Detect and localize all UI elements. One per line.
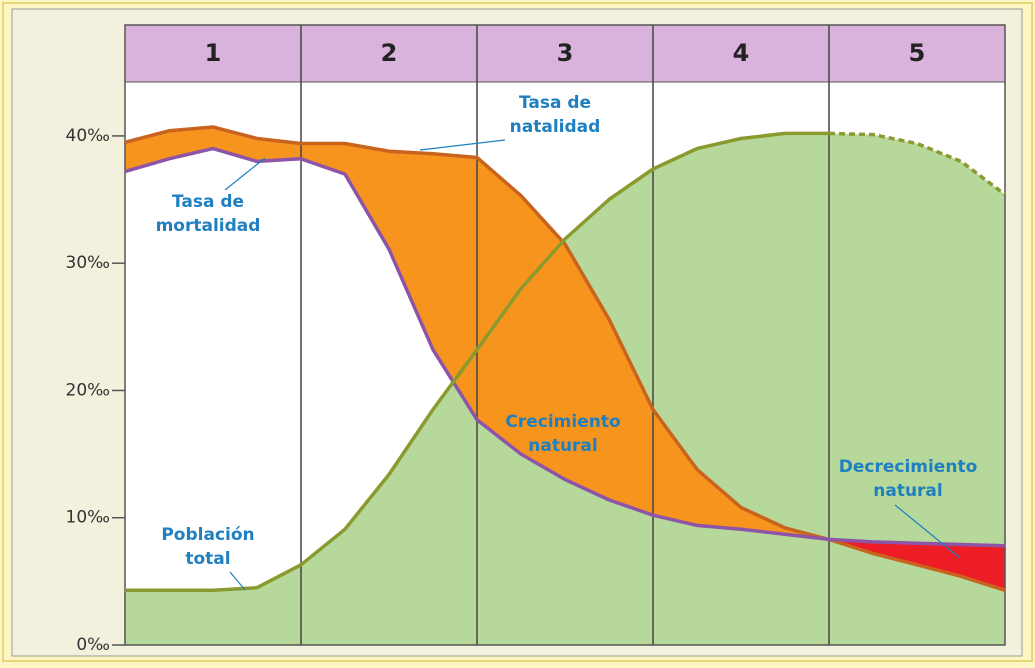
series-line bbox=[125, 131, 829, 593]
stage-label: 1 bbox=[205, 39, 222, 67]
y-tick-label: 20‰ bbox=[66, 380, 110, 400]
stage-label: 5 bbox=[909, 39, 926, 67]
series-line bbox=[124, 125, 1006, 592]
series-line bbox=[828, 131, 1007, 196]
annotation: natalidad bbox=[510, 117, 601, 137]
annotation: total bbox=[185, 549, 230, 569]
annotation: natural bbox=[528, 436, 598, 456]
plot-border bbox=[124, 24, 1006, 646]
stage-label: 2 bbox=[381, 39, 398, 67]
annotation: natural bbox=[873, 481, 943, 501]
y-tick-label: 10‰ bbox=[66, 508, 110, 528]
leader-line bbox=[229, 571, 246, 591]
leader-line bbox=[224, 157, 266, 191]
stage-label: 4 bbox=[733, 39, 750, 67]
annotation: Tasa de bbox=[172, 192, 244, 212]
series-line bbox=[124, 146, 1006, 548]
annotation: Decrecimiento bbox=[839, 457, 978, 477]
leader-line bbox=[894, 504, 961, 559]
y-tick-label: 40‰ bbox=[66, 126, 110, 146]
population-area bbox=[829, 133, 1005, 645]
annotation: mortalidad bbox=[156, 216, 261, 236]
annotation: Tasa de bbox=[519, 93, 591, 113]
leader-line bbox=[419, 139, 506, 151]
stage-label: 3 bbox=[557, 39, 574, 67]
y-tick-label: 30‰ bbox=[66, 253, 110, 273]
stage-header bbox=[124, 24, 1006, 83]
annotation: Crecimiento bbox=[505, 412, 620, 432]
annotation: Población bbox=[161, 525, 254, 545]
y-tick-label: 0‰ bbox=[76, 635, 110, 655]
